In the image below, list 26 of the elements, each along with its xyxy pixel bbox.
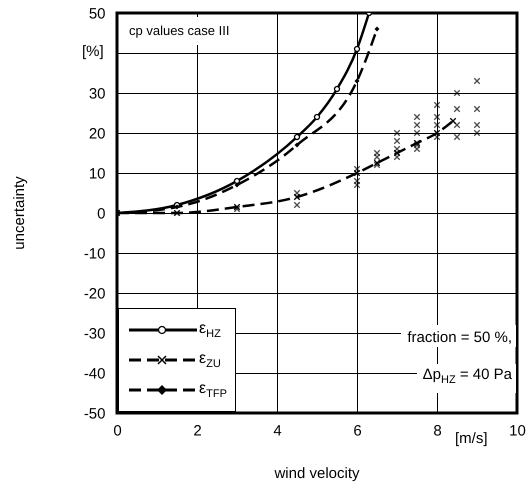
- x-tick-label: 10: [509, 422, 526, 440]
- x-tick-label: 8: [433, 422, 442, 440]
- x-tick-label: 0: [113, 422, 122, 440]
- y-tick-label: -50: [84, 406, 106, 422]
- y-tick-label: -30: [84, 326, 106, 342]
- y-tick-label: -20: [84, 286, 106, 302]
- legend-label: ε$_{TFP}$: [199, 378, 227, 402]
- text: [m/s]: [455, 430, 488, 448]
- y-tick-label: 50: [88, 6, 106, 22]
- legend-label: ε$_{ZU}$: [199, 348, 221, 372]
- annotation: fraction = 50 %,: [401, 325, 516, 347]
- y-tick-label: 30: [88, 86, 106, 102]
- annotation: Δp$_{HZ}$ = 40 Pa: [416, 364, 516, 394]
- x-axis-title: wind velocity: [274, 465, 360, 483]
- x-tick-label: 6: [353, 422, 362, 440]
- y-axis-title: uncertainty: [11, 176, 29, 250]
- x-tick-label: 4: [273, 422, 282, 440]
- x-tick-label: 2: [193, 422, 202, 440]
- annotation: cp values case III: [121, 17, 238, 45]
- y-tick-label: -10: [84, 246, 106, 262]
- legend-label: ε$_{HZ}$: [199, 318, 221, 342]
- y-tick-label: 0: [97, 206, 106, 222]
- y-tick-label: -40: [84, 366, 106, 382]
- text: [%]: [82, 43, 104, 61]
- y-tick-label: 10: [88, 166, 106, 182]
- y-tick-label: 20: [88, 126, 106, 142]
